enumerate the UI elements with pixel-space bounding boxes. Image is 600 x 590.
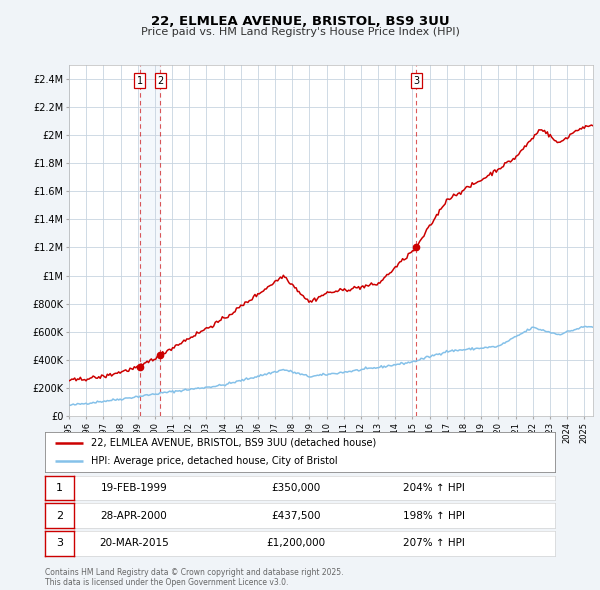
Text: £350,000: £350,000 bbox=[271, 483, 320, 493]
Text: Price paid vs. HM Land Registry's House Price Index (HPI): Price paid vs. HM Land Registry's House … bbox=[140, 27, 460, 37]
Text: Contains HM Land Registry data © Crown copyright and database right 2025.
This d: Contains HM Land Registry data © Crown c… bbox=[45, 568, 343, 587]
Text: 204% ↑ HPI: 204% ↑ HPI bbox=[403, 483, 465, 493]
Text: £1,200,000: £1,200,000 bbox=[266, 539, 325, 548]
Text: 2: 2 bbox=[157, 76, 163, 86]
Text: 19-FEB-1999: 19-FEB-1999 bbox=[100, 483, 167, 493]
Text: 1: 1 bbox=[56, 483, 63, 493]
Text: 20-MAR-2015: 20-MAR-2015 bbox=[99, 539, 169, 548]
Text: 207% ↑ HPI: 207% ↑ HPI bbox=[403, 539, 465, 548]
Text: 28-APR-2000: 28-APR-2000 bbox=[100, 511, 167, 520]
Bar bbox=[140, 65, 160, 416]
Text: HPI: Average price, detached house, City of Bristol: HPI: Average price, detached house, City… bbox=[91, 456, 338, 466]
Text: £437,500: £437,500 bbox=[271, 511, 320, 520]
Text: 1: 1 bbox=[137, 76, 143, 86]
Text: 3: 3 bbox=[413, 76, 419, 86]
Text: 2: 2 bbox=[56, 511, 63, 520]
Text: 22, ELMLEA AVENUE, BRISTOL, BS9 3UU (detached house): 22, ELMLEA AVENUE, BRISTOL, BS9 3UU (det… bbox=[91, 438, 376, 448]
Text: 22, ELMLEA AVENUE, BRISTOL, BS9 3UU: 22, ELMLEA AVENUE, BRISTOL, BS9 3UU bbox=[151, 15, 449, 28]
Text: 198% ↑ HPI: 198% ↑ HPI bbox=[403, 511, 465, 520]
Text: 3: 3 bbox=[56, 539, 63, 548]
